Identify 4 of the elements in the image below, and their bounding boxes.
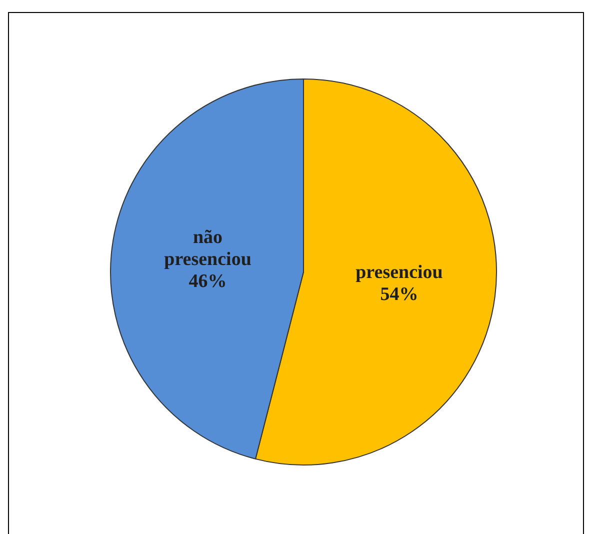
slice-label: não presenciou — [164, 226, 252, 270]
data-label: 46% — [188, 270, 227, 292]
slice-label: presenciou — [356, 262, 444, 283]
data-label: 54% — [380, 284, 418, 305]
